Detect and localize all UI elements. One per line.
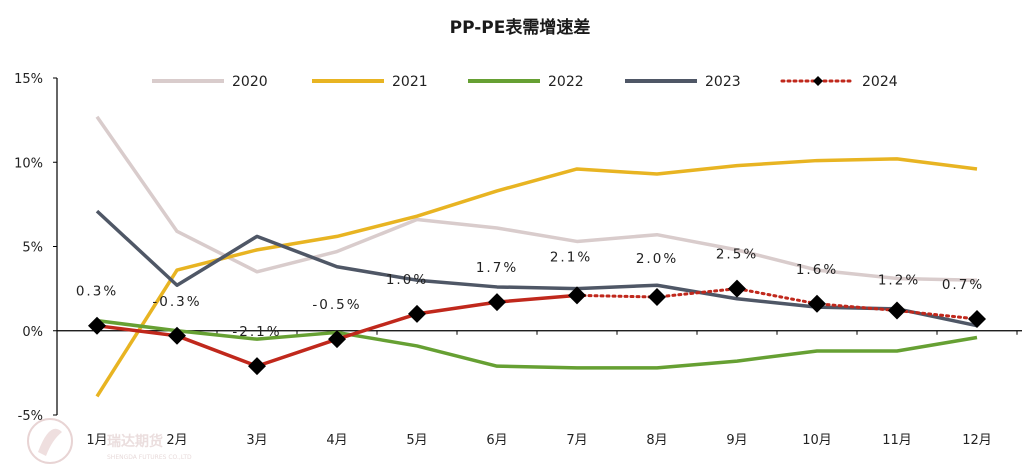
y-tick-label: 15% — [14, 72, 43, 87]
chart-title: PP-PE表需增速差 — [450, 17, 591, 38]
x-tick-label: 5月 — [406, 433, 427, 448]
watermark-logo: 瑞达期货 SHENGDA FUTURES CO.,LTD — [27, 418, 192, 464]
x-tick-label: 2月 — [166, 433, 187, 448]
data-label: -0.3% — [152, 294, 201, 310]
data-label: 0.7% — [942, 277, 984, 293]
series-2024-marker — [408, 304, 426, 323]
series-2024-line-dotted — [575, 287, 979, 321]
legend-label-2021: 2021 — [392, 74, 428, 90]
series-2021-line — [95, 157, 978, 398]
data-label: 2.1% — [550, 249, 592, 265]
series-2024-marker — [248, 357, 266, 376]
legend-label-2024: 2024 — [862, 74, 898, 90]
data-label: -2.1% — [232, 324, 281, 340]
x-tick-label: 6月 — [486, 433, 507, 448]
watermark-name: 瑞达期货 — [107, 433, 163, 450]
y-tick-label: 0% — [22, 325, 43, 340]
series-2024-marker — [568, 286, 586, 305]
series-2024-marker — [168, 326, 186, 345]
series-2024-marker — [328, 330, 346, 349]
series-layer — [88, 115, 986, 398]
x-tick-label: 10月 — [802, 433, 832, 448]
legend-label-2020: 2020 — [232, 74, 268, 90]
legend: 2020 2021 2022 2023 2024 — [152, 74, 898, 90]
series-2024-marker — [968, 309, 986, 328]
series-2024-marker — [488, 293, 506, 312]
x-tick-label: 9月 — [726, 433, 747, 448]
watermark-swoosh — [38, 428, 62, 456]
legend-label-2023: 2023 — [705, 74, 741, 90]
series-2020-line — [95, 115, 978, 282]
data-label: 1.7% — [476, 260, 518, 276]
y-tick-label: 5% — [22, 241, 43, 256]
watermark-sub: SHENGDA FUTURES CO.,LTD — [107, 454, 192, 461]
series-2024-marker — [728, 279, 746, 298]
x-tick-label: 11月 — [882, 433, 912, 448]
data-label: 2.0% — [636, 251, 678, 267]
x-tick-label: 3月 — [246, 433, 267, 448]
y-tick-label: -5% — [18, 409, 43, 424]
series-2023-line — [95, 209, 978, 328]
axes: -5% 0% 5% 10% 15% 1月 2月 3月 4月 5月 6月 7月 8月 9月 10月 11月 12月 — [14, 72, 1022, 448]
legend-marker-2024 — [813, 76, 823, 86]
data-label: 0.3% — [76, 284, 118, 300]
data-label: 1.0% — [386, 272, 428, 288]
data-labels: 0.3% -0.3% -2.1% -0.5% 1.0% 1.7% 2.1% 2.0% 2.5% 1… — [76, 247, 984, 341]
y-tick-label: 10% — [14, 156, 43, 171]
x-tick-label: 1月 — [86, 433, 107, 448]
x-tick-label: 12月 — [962, 433, 992, 448]
data-label: 1.2% — [878, 273, 920, 289]
data-label: -0.5% — [312, 297, 361, 313]
x-tick-label: 4月 — [326, 433, 347, 448]
x-tick-label: 8月 — [646, 433, 667, 448]
x-tick-label: 7月 — [566, 433, 587, 448]
legend-label-2022: 2022 — [548, 74, 584, 90]
data-label: 2.5% — [716, 247, 758, 263]
series-2024-marker — [648, 288, 666, 307]
watermark-circle — [27, 418, 73, 464]
series-2024-marker — [888, 301, 906, 320]
series-2022-line — [96, 318, 978, 370]
series-2024-marker — [88, 316, 106, 335]
series-2024-marker — [808, 294, 826, 313]
data-label: 1.6% — [796, 262, 838, 278]
